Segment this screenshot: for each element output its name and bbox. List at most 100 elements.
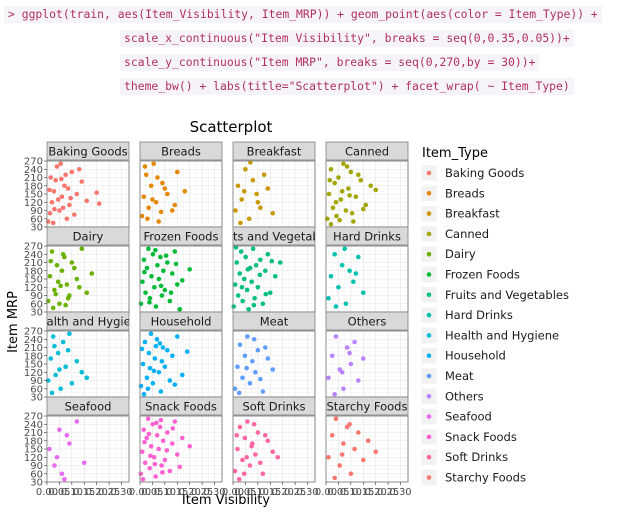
data-point (267, 290, 273, 296)
legend-label: Starchy Foods (445, 471, 526, 485)
data-point (58, 161, 63, 167)
data-point (140, 279, 145, 285)
y-tick-label: 270 (24, 242, 43, 253)
data-point (64, 432, 70, 438)
data-point (348, 169, 354, 175)
facet-strip (325, 311, 409, 331)
facet-strip-label: Hard Drinks (333, 230, 401, 244)
x-tick-label: 0.25 (284, 487, 306, 498)
legend-label: Frozen Foods (445, 268, 520, 282)
data-point (353, 271, 359, 276)
legend-item-others: Others (420, 388, 484, 405)
data-point (68, 195, 73, 201)
legend-item-baking-goods: Baking Goods (420, 164, 524, 182)
data-point (326, 375, 331, 381)
legend-swatch (426, 170, 432, 176)
data-point (54, 262, 60, 268)
data-point (65, 347, 71, 353)
data-point (162, 457, 168, 463)
x-tick-label: 0.05 (141, 487, 163, 498)
data-point (332, 391, 338, 397)
data-point (348, 471, 354, 477)
facet-strip (46, 396, 130, 416)
x-tick-label: 0.05 (234, 487, 256, 498)
legend-swatch (426, 373, 432, 379)
data-point (72, 265, 77, 271)
data-point (177, 306, 183, 312)
data-point (251, 302, 257, 308)
data-point (237, 271, 243, 276)
data-point (240, 375, 245, 381)
data-point (241, 188, 247, 194)
legend-item-starchy-foods: Starchy Foods (420, 469, 526, 486)
legend-swatch (426, 231, 432, 237)
data-point (337, 217, 342, 223)
data-point (347, 421, 352, 427)
data-point (239, 284, 245, 290)
data-point (174, 169, 180, 175)
data-point (245, 419, 250, 424)
data-point (249, 443, 254, 449)
data-point (261, 172, 267, 178)
data-point (343, 208, 349, 213)
data-point (326, 191, 332, 197)
facet-meat: Meat (232, 311, 316, 398)
data-point (333, 416, 339, 422)
data-point (172, 419, 178, 424)
legend-item-health-and-hygiene: Health and Hygiene (420, 327, 559, 344)
data-point (277, 260, 283, 265)
data-point (243, 166, 248, 172)
data-point (63, 364, 68, 370)
data-point (69, 380, 75, 386)
x-tick-label: 0.10 (154, 487, 176, 498)
data-point (346, 186, 351, 191)
facet-strip (139, 311, 223, 331)
data-point (258, 205, 263, 211)
data-point (141, 194, 147, 200)
data-point (263, 432, 268, 438)
legend-label: Canned (445, 227, 489, 241)
data-point (167, 468, 173, 474)
data-point (253, 369, 258, 375)
data-point (351, 279, 356, 285)
data-point (348, 361, 354, 367)
data-point (72, 212, 77, 217)
x-tick-label: 0.00 (222, 487, 244, 498)
data-point (77, 284, 82, 290)
data-point (49, 249, 55, 254)
data-point (170, 271, 175, 276)
data-point (146, 431, 152, 437)
data-point (233, 208, 238, 213)
legend-item-snack-foods: Snack Foods (420, 428, 517, 446)
y-tick-label: 210 (24, 173, 43, 184)
data-point (179, 278, 185, 283)
data-point (242, 435, 248, 441)
data-point (55, 197, 61, 202)
legend-swatch (426, 333, 432, 338)
data-point (143, 290, 148, 296)
data-point (161, 268, 166, 274)
data-point (51, 188, 57, 194)
data-point (170, 353, 175, 359)
data-point (187, 267, 192, 272)
facet-starchy-foods: Starchy Foods 0.000.050.100.150.200.250.3… (315, 396, 412, 498)
data-point (154, 420, 159, 426)
data-point (94, 190, 99, 195)
data-point (155, 262, 160, 268)
data-point (258, 376, 263, 382)
data-point (341, 161, 346, 167)
data-point (146, 350, 152, 356)
data-point (332, 475, 338, 481)
data-point (159, 358, 165, 364)
data-point (165, 191, 170, 197)
data-point (158, 389, 164, 394)
data-point (347, 268, 352, 274)
data-point (144, 375, 150, 381)
data-point (339, 369, 345, 375)
y-tick-label: 270 (24, 157, 43, 168)
data-point (143, 172, 149, 178)
data-point (174, 282, 180, 287)
data-point (57, 367, 62, 372)
facet-strip-label: Breads (161, 145, 201, 159)
